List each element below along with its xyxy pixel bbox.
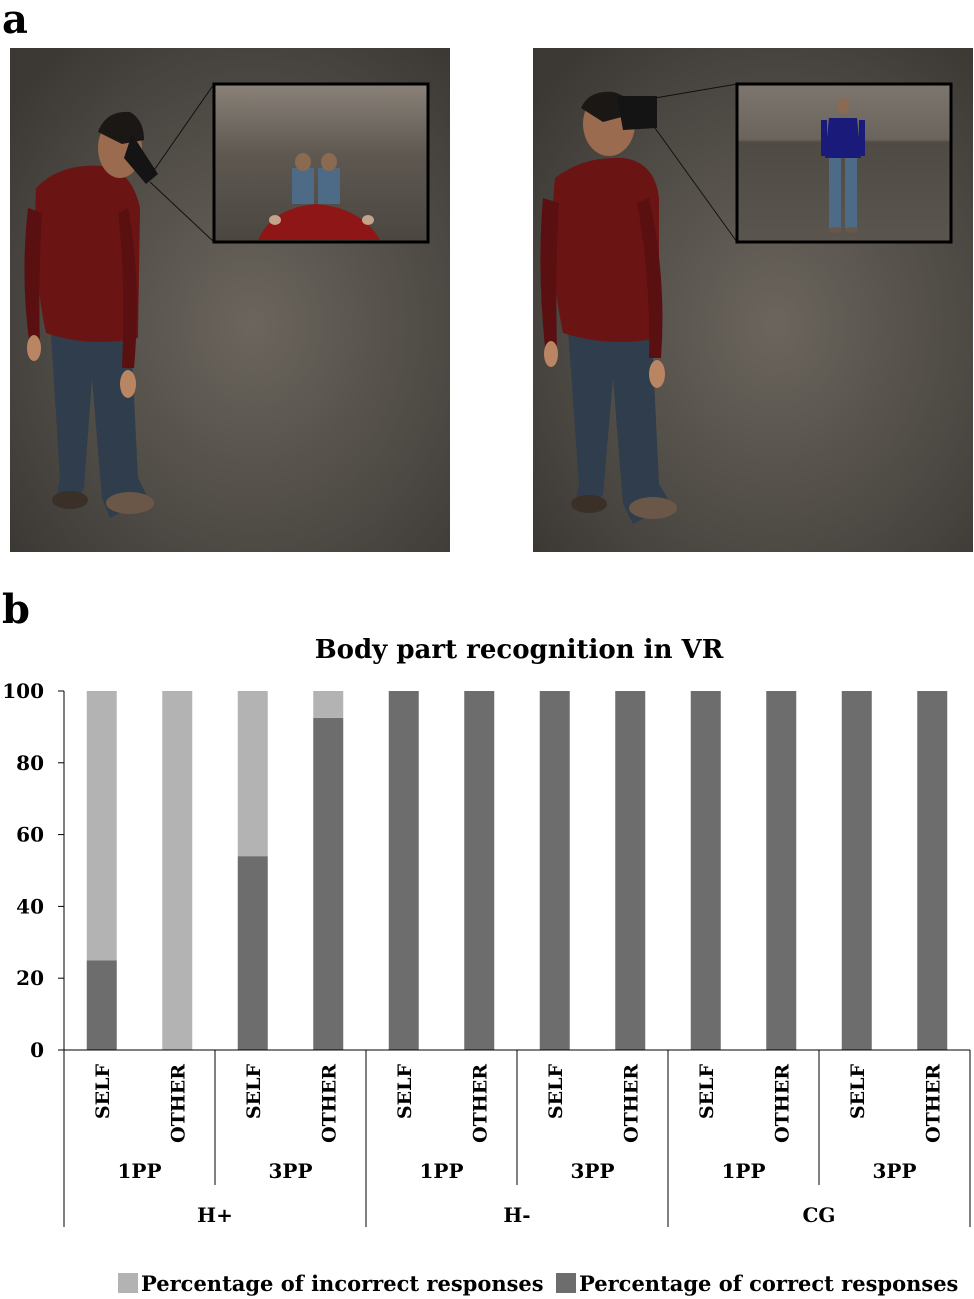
- category-label-11: OTHER: [922, 1064, 944, 1143]
- y-tick-label: 60: [16, 823, 44, 847]
- bar-correct-3: [313, 717, 344, 1050]
- category-label-10: SELF: [847, 1064, 869, 1120]
- legend-swatch-correct: [556, 1273, 576, 1293]
- chart-title: Body part recognition in VR: [315, 635, 724, 665]
- bar-correct-7: [615, 691, 646, 1050]
- bar-correct-0: [86, 960, 117, 1050]
- category-label-1: OTHER: [167, 1064, 189, 1143]
- y-tick-label: 40: [16, 894, 44, 918]
- avatar-looking-down-first-person-view-icon: [10, 48, 450, 552]
- bar-incorrect-2: [237, 691, 268, 857]
- group-label-0: H+: [197, 1203, 233, 1227]
- group-label-1: H-: [503, 1203, 530, 1227]
- y-tick-label: 100: [2, 679, 44, 703]
- perspective-label-5: 3PP: [873, 1159, 917, 1183]
- perspective-label-4: 1PP: [722, 1159, 766, 1183]
- perspective-label-0: 1PP: [118, 1159, 162, 1183]
- category-label-8: SELF: [696, 1064, 718, 1120]
- legend-item-correct: Percentage of correct responses: [556, 1270, 958, 1296]
- legend-label-incorrect: Percentage of incorrect responses: [141, 1270, 544, 1296]
- panel-label-a: a: [2, 0, 28, 43]
- stacked-bar-chart: Body part recognition in VR 0 20 40 60 80 100…: [2, 635, 971, 1227]
- y-tick-label: 80: [16, 751, 44, 775]
- bar-correct-9: [766, 691, 797, 1050]
- category-label-2: SELF: [243, 1064, 265, 1120]
- group-label-2: CG: [803, 1203, 836, 1227]
- bar-correct-2: [237, 856, 268, 1050]
- bar-correct-4: [388, 691, 419, 1050]
- bar-incorrect-0: [86, 691, 117, 961]
- bars-group: [86, 691, 948, 1050]
- panel-label-b: b: [2, 586, 30, 633]
- category-label-3: OTHER: [318, 1064, 340, 1143]
- category-label-0: SELF: [92, 1064, 114, 1120]
- bar-correct-5: [464, 691, 495, 1050]
- bar-correct-11: [917, 691, 948, 1050]
- avatar-facing-other-third-person-view-icon: [533, 48, 973, 552]
- bar-correct-6: [539, 691, 570, 1050]
- category-label-9: OTHER: [771, 1064, 793, 1143]
- bar-incorrect-1: [162, 691, 193, 1050]
- scene-third-person-view: [533, 48, 973, 552]
- category-label-7: OTHER: [620, 1064, 642, 1143]
- category-label-4: SELF: [394, 1064, 416, 1120]
- perspective-label-2: 1PP: [420, 1159, 464, 1183]
- scene-first-person-view: [10, 48, 450, 552]
- y-tick-label: 0: [30, 1038, 44, 1062]
- perspective-label-1: 3PP: [269, 1159, 313, 1183]
- perspective-label-3: 3PP: [571, 1159, 615, 1183]
- legend-item-incorrect: Percentage of incorrect responses: [118, 1270, 544, 1296]
- y-tick-label: 20: [16, 966, 44, 990]
- bar-correct-10: [841, 691, 872, 1050]
- bar-correct-8: [690, 691, 721, 1050]
- legend-label-correct: Percentage of correct responses: [579, 1270, 959, 1296]
- legend-swatch-incorrect: [118, 1273, 138, 1293]
- category-label-6: SELF: [545, 1064, 567, 1120]
- x-axis: SELF OTHER SELF OTHER SELF OTHER SELF OTHER SELF…: [63, 1049, 971, 1227]
- category-label-5: OTHER: [469, 1064, 491, 1143]
- y-axis: 0 20 40 60 80 100: [2, 679, 65, 1062]
- bar-incorrect-3: [313, 691, 344, 718]
